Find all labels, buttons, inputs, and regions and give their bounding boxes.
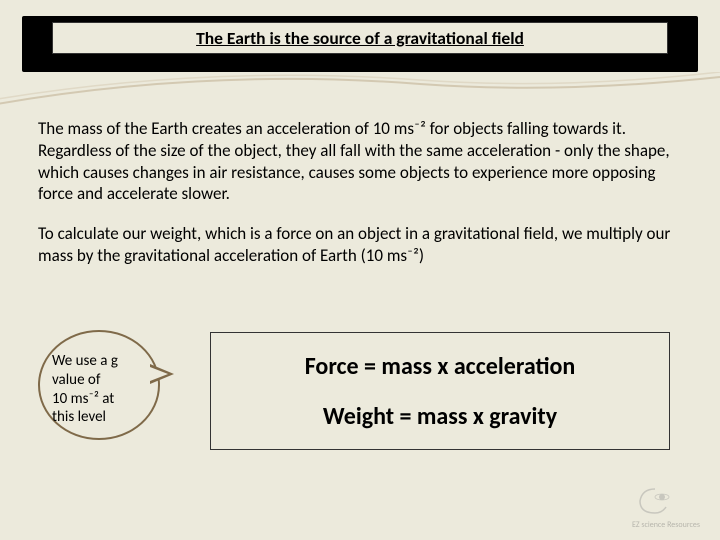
title-inner: The Earth is the source of a gravitation… bbox=[52, 22, 668, 54]
speech-bubble: We use a g value of 10 ms⁻² at this leve… bbox=[38, 330, 178, 458]
bubble-line-1: We use a g bbox=[52, 352, 118, 370]
swoosh-decoration bbox=[0, 72, 720, 112]
bubble-line-2: value of bbox=[52, 371, 100, 389]
formula-force: Force = mass x acceleration bbox=[305, 352, 576, 381]
bubble-text: We use a g value of 10 ms⁻² at this leve… bbox=[52, 352, 152, 427]
watermark: EZ science Resources bbox=[632, 485, 700, 530]
watermark-text: EZ science Resources bbox=[632, 520, 700, 530]
paragraph-1: The mass of the Earth creates an acceler… bbox=[38, 118, 682, 205]
bubble-line-3: 10 ms⁻² at bbox=[52, 390, 114, 408]
formula-weight: Weight = mass x gravity bbox=[323, 402, 557, 431]
page-title: The Earth is the source of a gravitation… bbox=[196, 27, 524, 49]
body-text: The mass of the Earth creates an acceler… bbox=[38, 118, 682, 285]
bubble-tail bbox=[150, 364, 174, 384]
bubble-line-4: this level bbox=[52, 408, 106, 426]
formula-box: Force = mass x acceleration Weight = mas… bbox=[210, 332, 670, 450]
watermark-icon bbox=[632, 485, 678, 517]
paragraph-2: To calculate our weight, which is a forc… bbox=[38, 223, 682, 267]
title-bar: The Earth is the source of a gravitation… bbox=[22, 16, 698, 72]
